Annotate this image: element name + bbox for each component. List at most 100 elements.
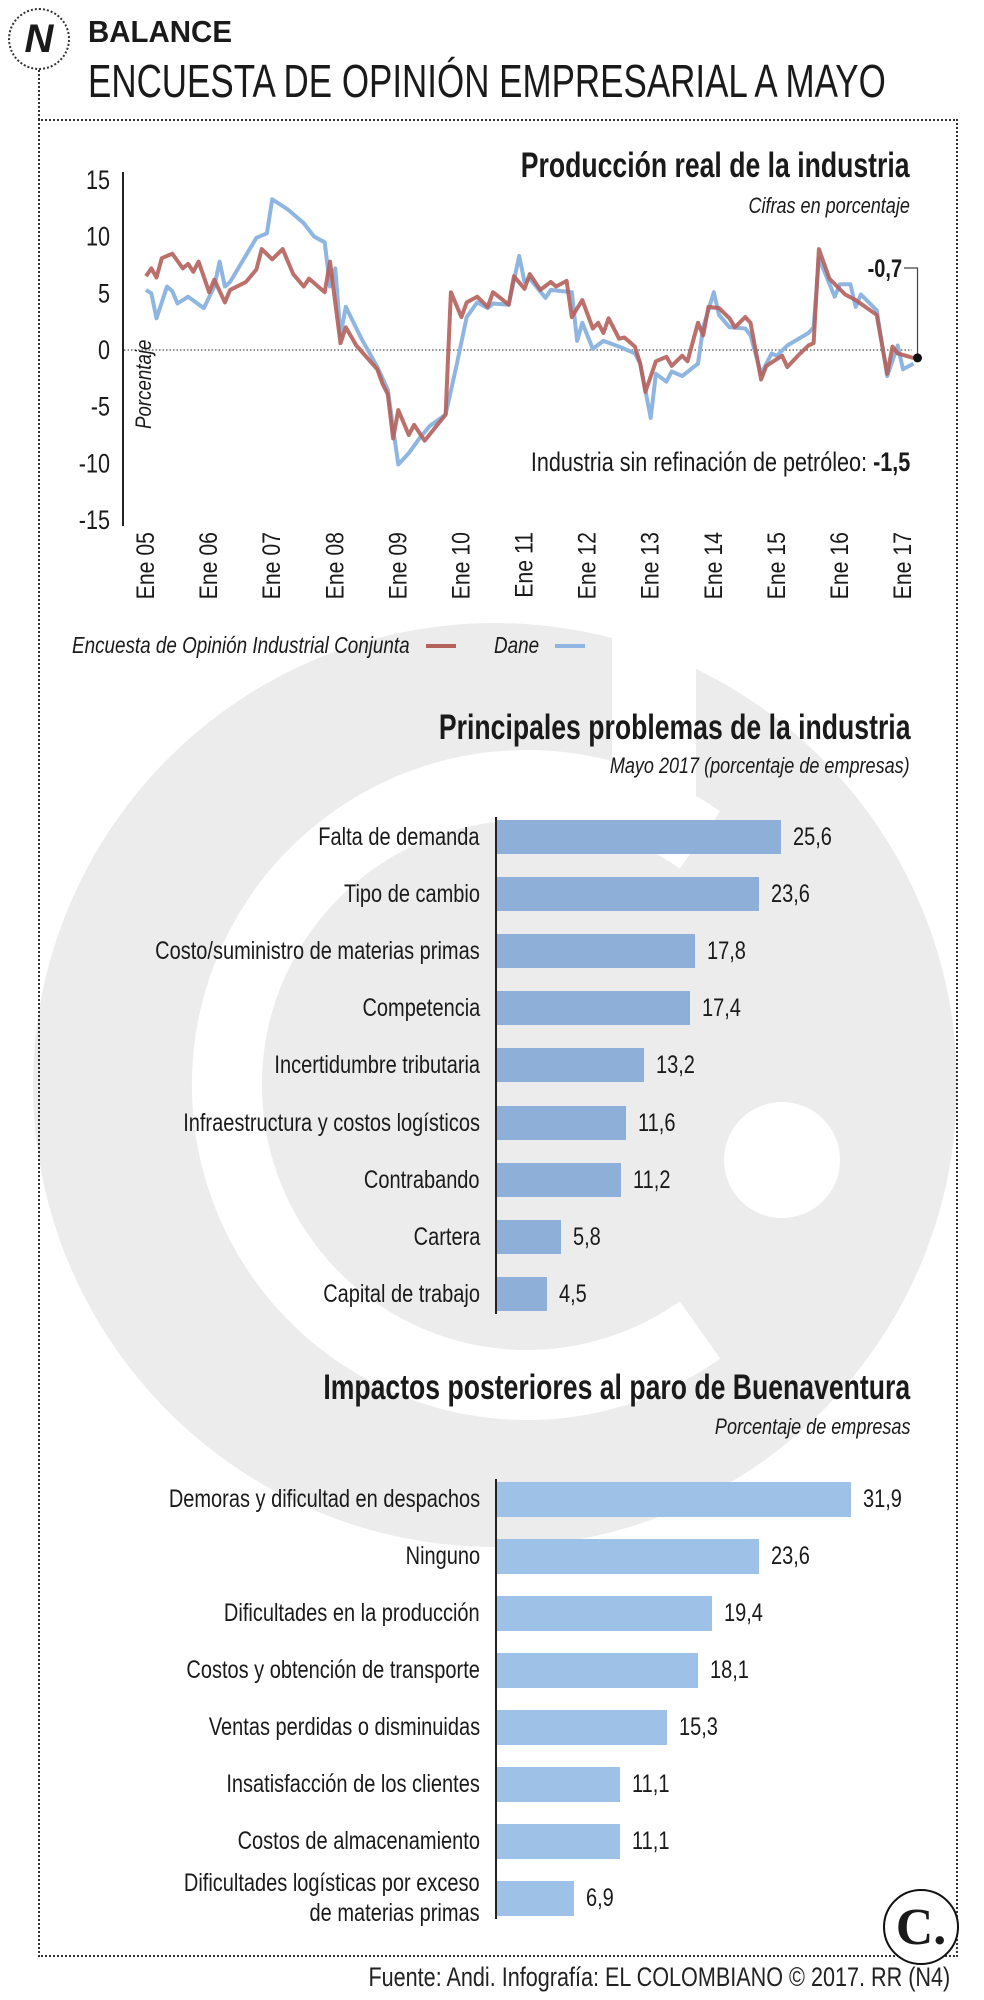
- bar-value-label: 15,3: [678, 1713, 718, 1741]
- bar: [497, 1162, 622, 1197]
- y-tick-label: -10: [79, 449, 110, 479]
- legend-label-eoic: Encuesta de Opinión Industrial Conjunta: [72, 632, 410, 658]
- bar-label: Insatisfacción de los clientes: [226, 1770, 480, 1798]
- legend-swatch-eoic: [425, 643, 456, 648]
- bar-label: Falta de demanda: [318, 823, 480, 851]
- legend-label-dane: Dane: [493, 632, 539, 658]
- bar-value-label: 6,9: [585, 1884, 614, 1912]
- y-tick-label: 0: [98, 336, 110, 366]
- bar: [497, 1766, 621, 1802]
- chart-subtitle: Porcentaje de empresas: [714, 1414, 910, 1439]
- annotation: Industria sin refinación de petróleo: -1…: [531, 447, 910, 478]
- section-label: BALANCE: [88, 14, 232, 49]
- bar: [497, 1048, 644, 1083]
- y-tick-label: 10: [86, 222, 110, 252]
- x-tick-label: Ene 14: [699, 532, 727, 599]
- bar-value-label: 31,9: [863, 1485, 903, 1513]
- annotation-value: -1,5: [872, 447, 910, 477]
- x-tick-label: Ene 17: [888, 532, 916, 599]
- chart-subtitle: Mayo 2017 (porcentaje de empresas): [610, 753, 910, 778]
- bar-label: Cartera: [413, 1222, 480, 1251]
- bar-label: Contrabando: [364, 1165, 480, 1194]
- chart-subtitle: Cifras en porcentaje: [748, 193, 910, 218]
- bar: [497, 1481, 852, 1517]
- bar-value-label: 11,1: [632, 1770, 670, 1798]
- x-tick-label: Ene 16: [825, 532, 853, 599]
- bar-value-label: 13,2: [655, 1051, 695, 1080]
- bar: [497, 820, 782, 854]
- bar: [497, 1595, 713, 1631]
- bar: [497, 1276, 547, 1311]
- bar-value-label: 25,6: [793, 823, 833, 851]
- x-tick-label: Ene 08: [321, 532, 349, 599]
- bar: [497, 1538, 759, 1574]
- bar: [497, 877, 759, 912]
- bar-label: Ventas perdidas o disminuidas: [208, 1713, 480, 1741]
- x-tick-label: Ene 10: [447, 532, 475, 599]
- bar: [497, 934, 695, 969]
- bar-label: Costos y obtención de transporte: [186, 1656, 480, 1684]
- x-tick-label: Ene 15: [762, 532, 790, 599]
- x-tick-label: Ene 13: [636, 532, 664, 599]
- end-value-label: -0,7: [867, 255, 902, 283]
- legend: Encuesta de Opinión Industrial Conjunta …: [72, 632, 585, 659]
- page-title: ENCUESTA DE OPINIÓN EMPRESARIAL A MAYO: [88, 55, 886, 107]
- chart-title: Producción real de la industria: [521, 146, 910, 185]
- chart-title: Principales problemas de la industria: [438, 708, 910, 747]
- bar-value-label: 17,4: [702, 994, 742, 1023]
- divider: [38, 70, 40, 120]
- n-logo-icon: N: [8, 8, 70, 70]
- y-tick-label: -5: [91, 392, 110, 422]
- bar-value-label: 19,4: [724, 1599, 764, 1627]
- bar-label: Demoras y dificultad en despachos: [168, 1485, 480, 1513]
- bar-value-label: 5,8: [573, 1222, 602, 1251]
- x-tick-label: Ene 09: [384, 532, 412, 599]
- bar-label: Competencia: [362, 994, 480, 1023]
- category-axis: [495, 817, 497, 1314]
- bar-label: Ninguno: [405, 1542, 480, 1570]
- bar: [497, 1219, 562, 1254]
- bar-value-label: 4,5: [558, 1279, 587, 1308]
- category-axis: [495, 1478, 497, 1919]
- bar-value-label: 11,2: [633, 1165, 671, 1194]
- bar: [497, 991, 691, 1026]
- x-tick-label: Ene 07: [258, 532, 286, 599]
- bar-label: Infraestructura y costos logísticos: [183, 1108, 480, 1137]
- legend-swatch-dane: [554, 643, 585, 648]
- bar: [497, 1709, 667, 1745]
- bar-label: Costos de almacenamiento: [237, 1827, 480, 1855]
- bar-value-label: 11,1: [632, 1827, 670, 1855]
- footer-source: Fuente: Andi. Infografía: EL COLOMBIANO …: [368, 1962, 950, 1992]
- x-tick-label: Ene 12: [573, 532, 601, 599]
- bar-label: Tipo de cambio: [344, 880, 480, 909]
- bar: [497, 1880, 574, 1916]
- bar-value-label: 23,6: [770, 1542, 810, 1570]
- bar-label: Dificultades logísticas por exceso de ma…: [184, 1869, 480, 1927]
- bar-label: Dificultades en la producción: [224, 1599, 480, 1627]
- bar-value-label: 17,8: [706, 937, 746, 966]
- x-tick-label: Ene 05: [131, 532, 159, 599]
- x-tick-label: Ene 11: [510, 532, 538, 598]
- annotation-text: Industria sin refinación de petróleo:: [530, 447, 873, 477]
- bar: [497, 1652, 698, 1688]
- x-tick-label: Ene 06: [194, 532, 222, 599]
- content-frame: [38, 119, 958, 1957]
- bar-value-label: 23,6: [770, 880, 810, 909]
- end-point-marker: [913, 353, 923, 363]
- bar-value-label: 18,1: [709, 1656, 749, 1684]
- line-chart: 15 10 5 0 -5 -10 -15 Ene 05 Ene 06 Ene 07 Ene 08 En…: [79, 166, 923, 599]
- y-tick-label: 15: [86, 166, 110, 196]
- bar-label: Costo/suministro de materias primas: [155, 937, 480, 966]
- bar-value-label: 11,6: [637, 1108, 676, 1137]
- bar: [497, 1105, 626, 1140]
- bar-label: Incertidumbre tributaria: [274, 1051, 480, 1080]
- chart-title: Impactos posteriores al paro de Buenaven…: [323, 1368, 910, 1407]
- bar: [497, 1823, 621, 1859]
- series-line-dane: [144, 197, 915, 467]
- y-tick-label: 5: [98, 279, 110, 309]
- bar-label: Capital de trabajo: [323, 1279, 480, 1308]
- end-value-leader: [904, 267, 919, 358]
- brand-logo: C.: [883, 1889, 959, 1965]
- series-line-eoic: [144, 247, 915, 443]
